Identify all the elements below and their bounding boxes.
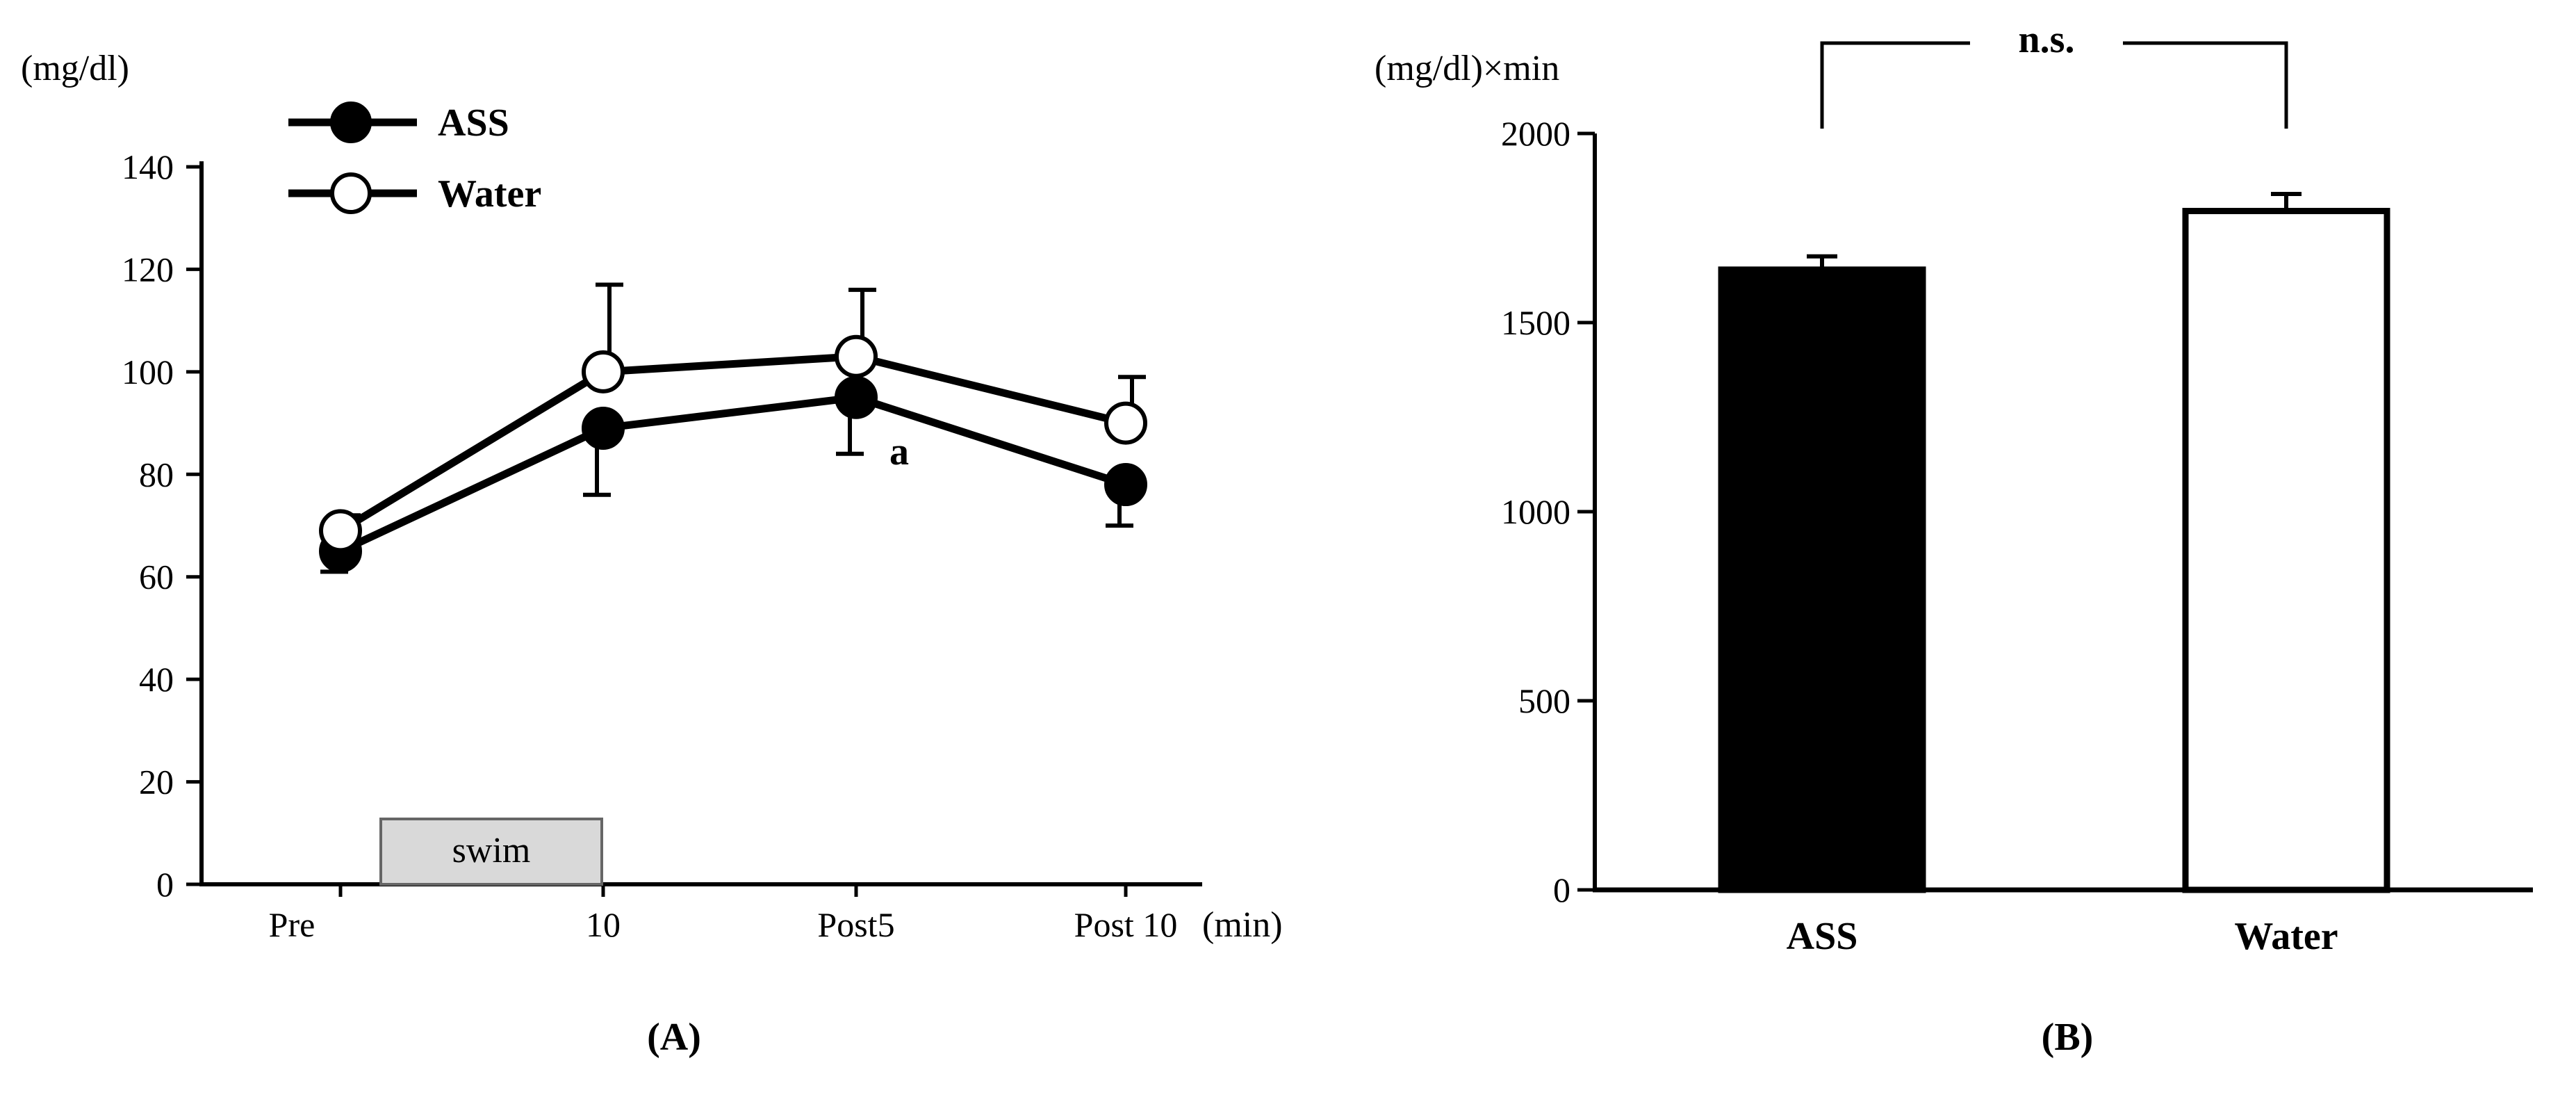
legend-marker-ass [330,102,372,143]
panel-a-y-tick-label: 60 [139,558,174,596]
panel-a-x-unit: (min) [1202,905,1283,945]
panel-b-y-tick-label: 500 [1518,681,1570,720]
panel-a-y-tick-label: 140 [122,147,174,186]
panel-a-y-tick-label: 20 [139,763,174,802]
panel-b-y-tick-label: 2000 [1501,114,1570,153]
bar-ass [1718,266,1926,893]
series-line-water [338,352,1127,535]
bracket-right [2123,41,2288,129]
legend: ASS Water [288,102,541,216]
panel-b-y-tick-label: 0 [1553,870,1570,909]
panel-a-y-tick-label: 0 [156,865,174,904]
series-water [333,282,1146,535]
data-point-water [582,350,625,393]
panel-a-y-tick-label: 40 [139,660,174,699]
panel-a-line-chart: (mg/dl) 0 20 40 60 80 100 120 140 Pre 10 Post5 Pos… [21,49,1283,1059]
panel-a-x-tick-label: Post5 [817,905,894,944]
panel-b-bar-chart: (mg/dl)×min 0 500 1000 1500 2000 ASS Water n.… [1375,18,2533,1059]
panel-a-label: (A) [647,1016,701,1059]
panel-a-y-tick-label: 120 [122,250,174,289]
panel-a-y-tick-label: 100 [122,352,174,391]
series-line-ass [338,393,1127,555]
legend-marker-water [330,172,372,214]
bracket-left [1820,41,1970,129]
panel-b-label: (B) [2042,1016,2094,1059]
data-point-ass [1104,463,1147,507]
legend-label-ass: ASS [438,102,509,145]
swim-period-box [379,818,603,886]
data-point-water [1104,401,1147,445]
data-point-ass [835,375,878,419]
panel-a-y-tick-label: 80 [139,455,174,494]
panel-b-y-tick-label: 1500 [1501,303,1570,342]
legend-label-water: Water [438,172,541,216]
significance-label-ns: n.s. [2019,18,2075,61]
panel-a-x-tick-label: Pre [269,905,315,944]
significance-annotation-a: a [889,430,909,473]
panel-b-y-tick-label: 1000 [1501,492,1570,531]
panel-a-y-axis-label: (mg/dl) [21,49,129,88]
panel-a-x-tick-label: 10 [586,905,621,944]
significance-bracket: n.s. [1820,18,2288,129]
swim-label: swim [452,831,531,870]
series-ass [320,393,1133,574]
data-point-ass [582,406,625,450]
panel-b-x-label-water: Water [2234,915,2338,958]
panel-a-x-tick-label: Post 10 [1074,905,1178,944]
panel-b-y-axis-label: (mg/dl)×min [1375,49,1559,88]
data-point-water [319,509,362,553]
bar-water [2182,208,2390,893]
data-point-water [835,334,878,378]
panel-b-x-label-ass: ASS [1787,915,1858,958]
